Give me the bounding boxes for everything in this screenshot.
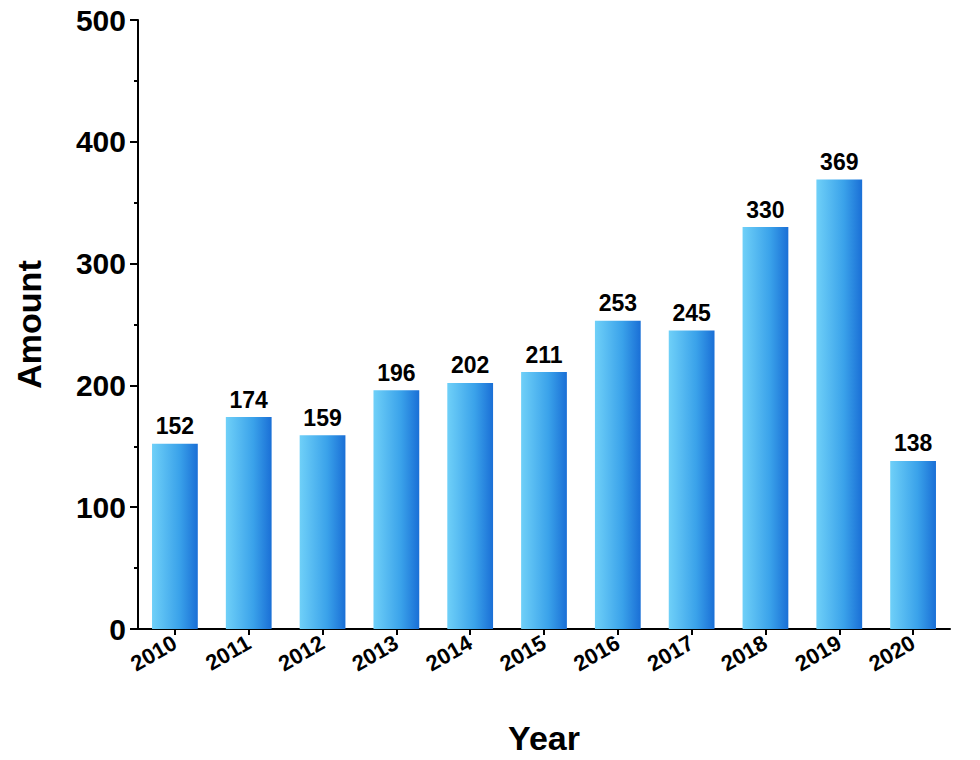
- svg-text:2011: 2011: [201, 630, 255, 676]
- svg-text:2016: 2016: [569, 630, 624, 676]
- svg-text:400: 400: [76, 125, 126, 158]
- svg-text:2013: 2013: [348, 630, 403, 676]
- svg-text:500: 500: [76, 4, 126, 37]
- svg-text:100: 100: [76, 491, 126, 524]
- svg-text:2014: 2014: [422, 630, 478, 676]
- svg-text:2012: 2012: [274, 630, 329, 676]
- svg-text:253: 253: [599, 290, 637, 316]
- svg-text:211: 211: [525, 342, 562, 368]
- svg-text:0: 0: [109, 613, 126, 646]
- svg-text:2015: 2015: [495, 630, 550, 676]
- svg-text:Amount: Amount: [10, 260, 48, 388]
- svg-text:245: 245: [672, 300, 711, 326]
- svg-text:2017: 2017: [643, 630, 698, 676]
- svg-text:369: 369: [820, 149, 858, 175]
- svg-text:2019: 2019: [791, 630, 846, 676]
- svg-text:300: 300: [76, 247, 126, 280]
- svg-text:196: 196: [377, 360, 415, 386]
- svg-text:152: 152: [156, 413, 194, 439]
- svg-text:159: 159: [303, 405, 341, 431]
- svg-text:Year: Year: [508, 719, 580, 757]
- svg-text:2018: 2018: [717, 630, 772, 676]
- svg-text:2020: 2020: [864, 630, 919, 676]
- svg-text:330: 330: [746, 197, 784, 223]
- svg-text:202: 202: [451, 352, 489, 378]
- svg-text:200: 200: [76, 369, 126, 402]
- svg-text:138: 138: [894, 430, 933, 456]
- svg-text:174: 174: [230, 387, 269, 413]
- svg-text:2010: 2010: [126, 630, 181, 676]
